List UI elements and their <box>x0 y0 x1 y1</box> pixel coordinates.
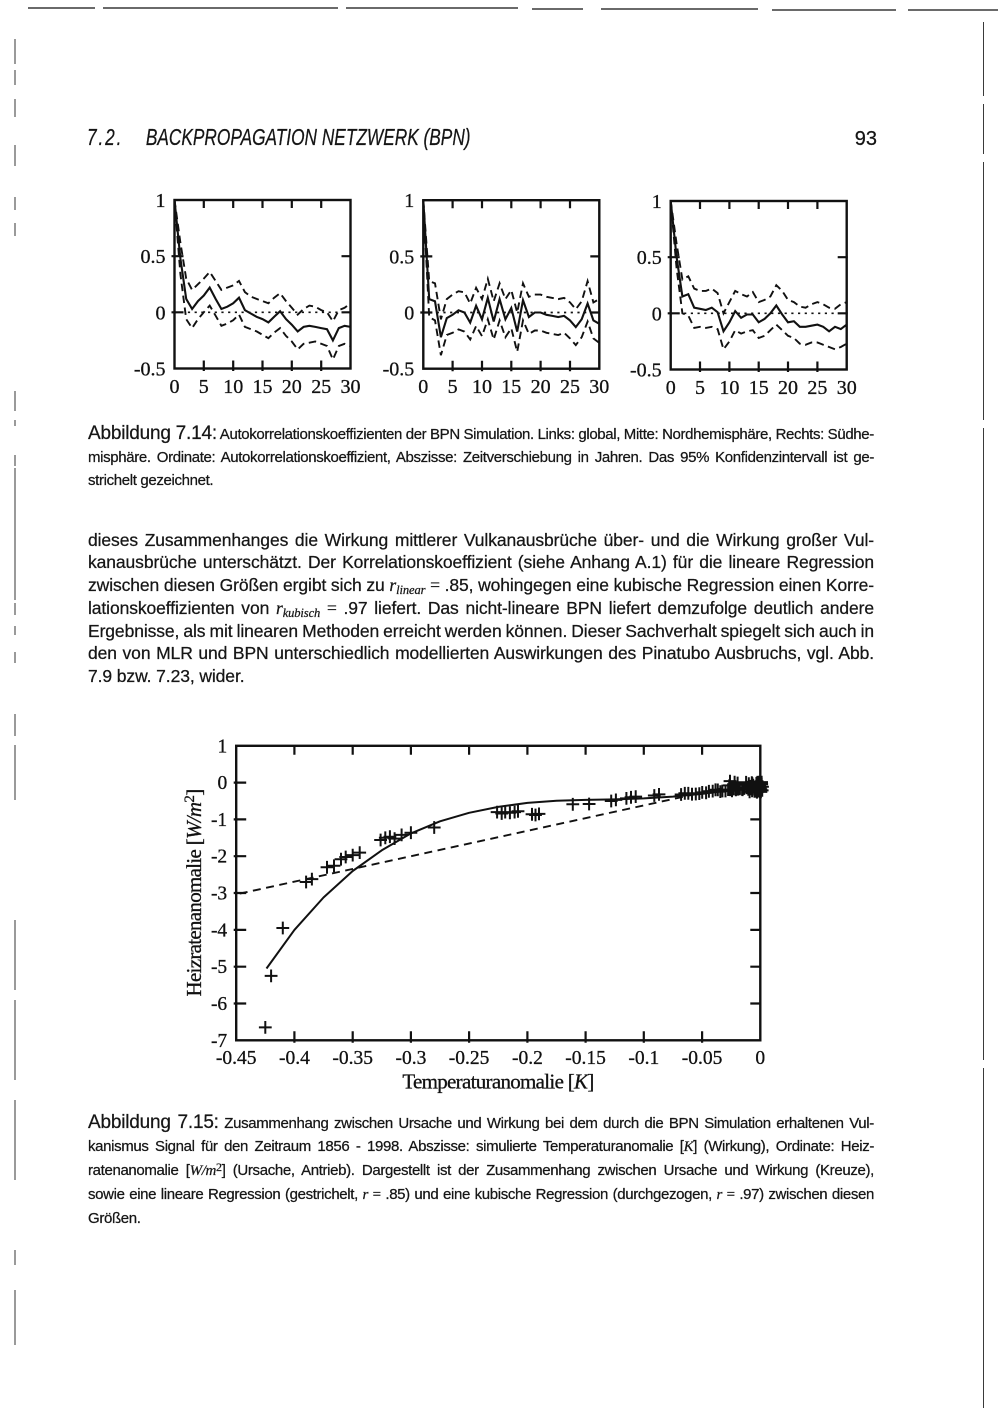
svg-text:-0.4: -0.4 <box>279 1048 310 1069</box>
svg-text:5: 5 <box>199 376 209 398</box>
svg-text:-0.1: -0.1 <box>628 1048 659 1069</box>
svg-text:15: 15 <box>749 377 769 399</box>
svg-text:0: 0 <box>156 302 166 324</box>
svg-text:30: 30 <box>837 377 857 399</box>
svg-text:Heizratenanomalie [W/m2]: Heizratenanomalie [W/m2] <box>182 789 206 996</box>
svg-text:-2: -2 <box>211 847 227 868</box>
svg-text:15: 15 <box>501 376 521 398</box>
svg-text:-5: -5 <box>211 957 227 978</box>
svg-text:0: 0 <box>666 377 676 399</box>
svg-text:-0.3: -0.3 <box>395 1048 426 1069</box>
svg-text:-0.35: -0.35 <box>332 1048 373 1069</box>
svg-text:-0.05: -0.05 <box>682 1048 723 1069</box>
svg-text:-3: -3 <box>211 884 227 905</box>
svg-text:0.5: 0.5 <box>141 246 166 268</box>
svg-text:-6: -6 <box>211 994 227 1015</box>
svg-text:5: 5 <box>695 377 705 399</box>
svg-text:20: 20 <box>282 376 302 398</box>
svg-text:0: 0 <box>418 376 428 398</box>
svg-text:-0.15: -0.15 <box>565 1048 606 1069</box>
svg-text:-0.5: -0.5 <box>630 360 662 382</box>
svg-text:-7: -7 <box>211 1031 227 1052</box>
svg-text:10: 10 <box>719 377 739 399</box>
svg-text:0: 0 <box>755 1048 765 1069</box>
svg-text:30: 30 <box>589 376 609 398</box>
svg-text:20: 20 <box>778 377 798 399</box>
svg-text:25: 25 <box>311 376 331 398</box>
svg-text:-4: -4 <box>211 920 227 941</box>
svg-text:Temperaturanomalie [K]: Temperaturanomalie [K] <box>402 1069 593 1093</box>
svg-text:30: 30 <box>341 376 361 398</box>
svg-text:1: 1 <box>156 190 166 212</box>
svg-text:0: 0 <box>652 303 662 325</box>
svg-text:1: 1 <box>404 190 414 212</box>
svg-text:5: 5 <box>448 376 458 398</box>
svg-text:-0.2: -0.2 <box>512 1048 543 1069</box>
svg-text:1: 1 <box>652 191 662 213</box>
svg-text:15: 15 <box>253 376 273 398</box>
svg-text:20: 20 <box>531 376 551 398</box>
svg-text:0: 0 <box>404 303 414 325</box>
svg-text:0: 0 <box>170 376 180 398</box>
svg-text:-0.5: -0.5 <box>383 359 415 381</box>
svg-text:0: 0 <box>217 773 227 794</box>
svg-text:-0.5: -0.5 <box>134 359 166 381</box>
svg-text:0.5: 0.5 <box>389 246 414 268</box>
svg-text:0.5: 0.5 <box>637 247 662 269</box>
svg-text:25: 25 <box>807 377 827 399</box>
svg-text:1: 1 <box>217 736 227 757</box>
svg-text:-0.45: -0.45 <box>216 1048 257 1069</box>
svg-text:25: 25 <box>560 376 580 398</box>
svg-text:10: 10 <box>472 376 492 398</box>
svg-text:-1: -1 <box>211 810 227 831</box>
svg-text:-0.25: -0.25 <box>449 1048 490 1069</box>
svg-text:10: 10 <box>223 376 243 398</box>
